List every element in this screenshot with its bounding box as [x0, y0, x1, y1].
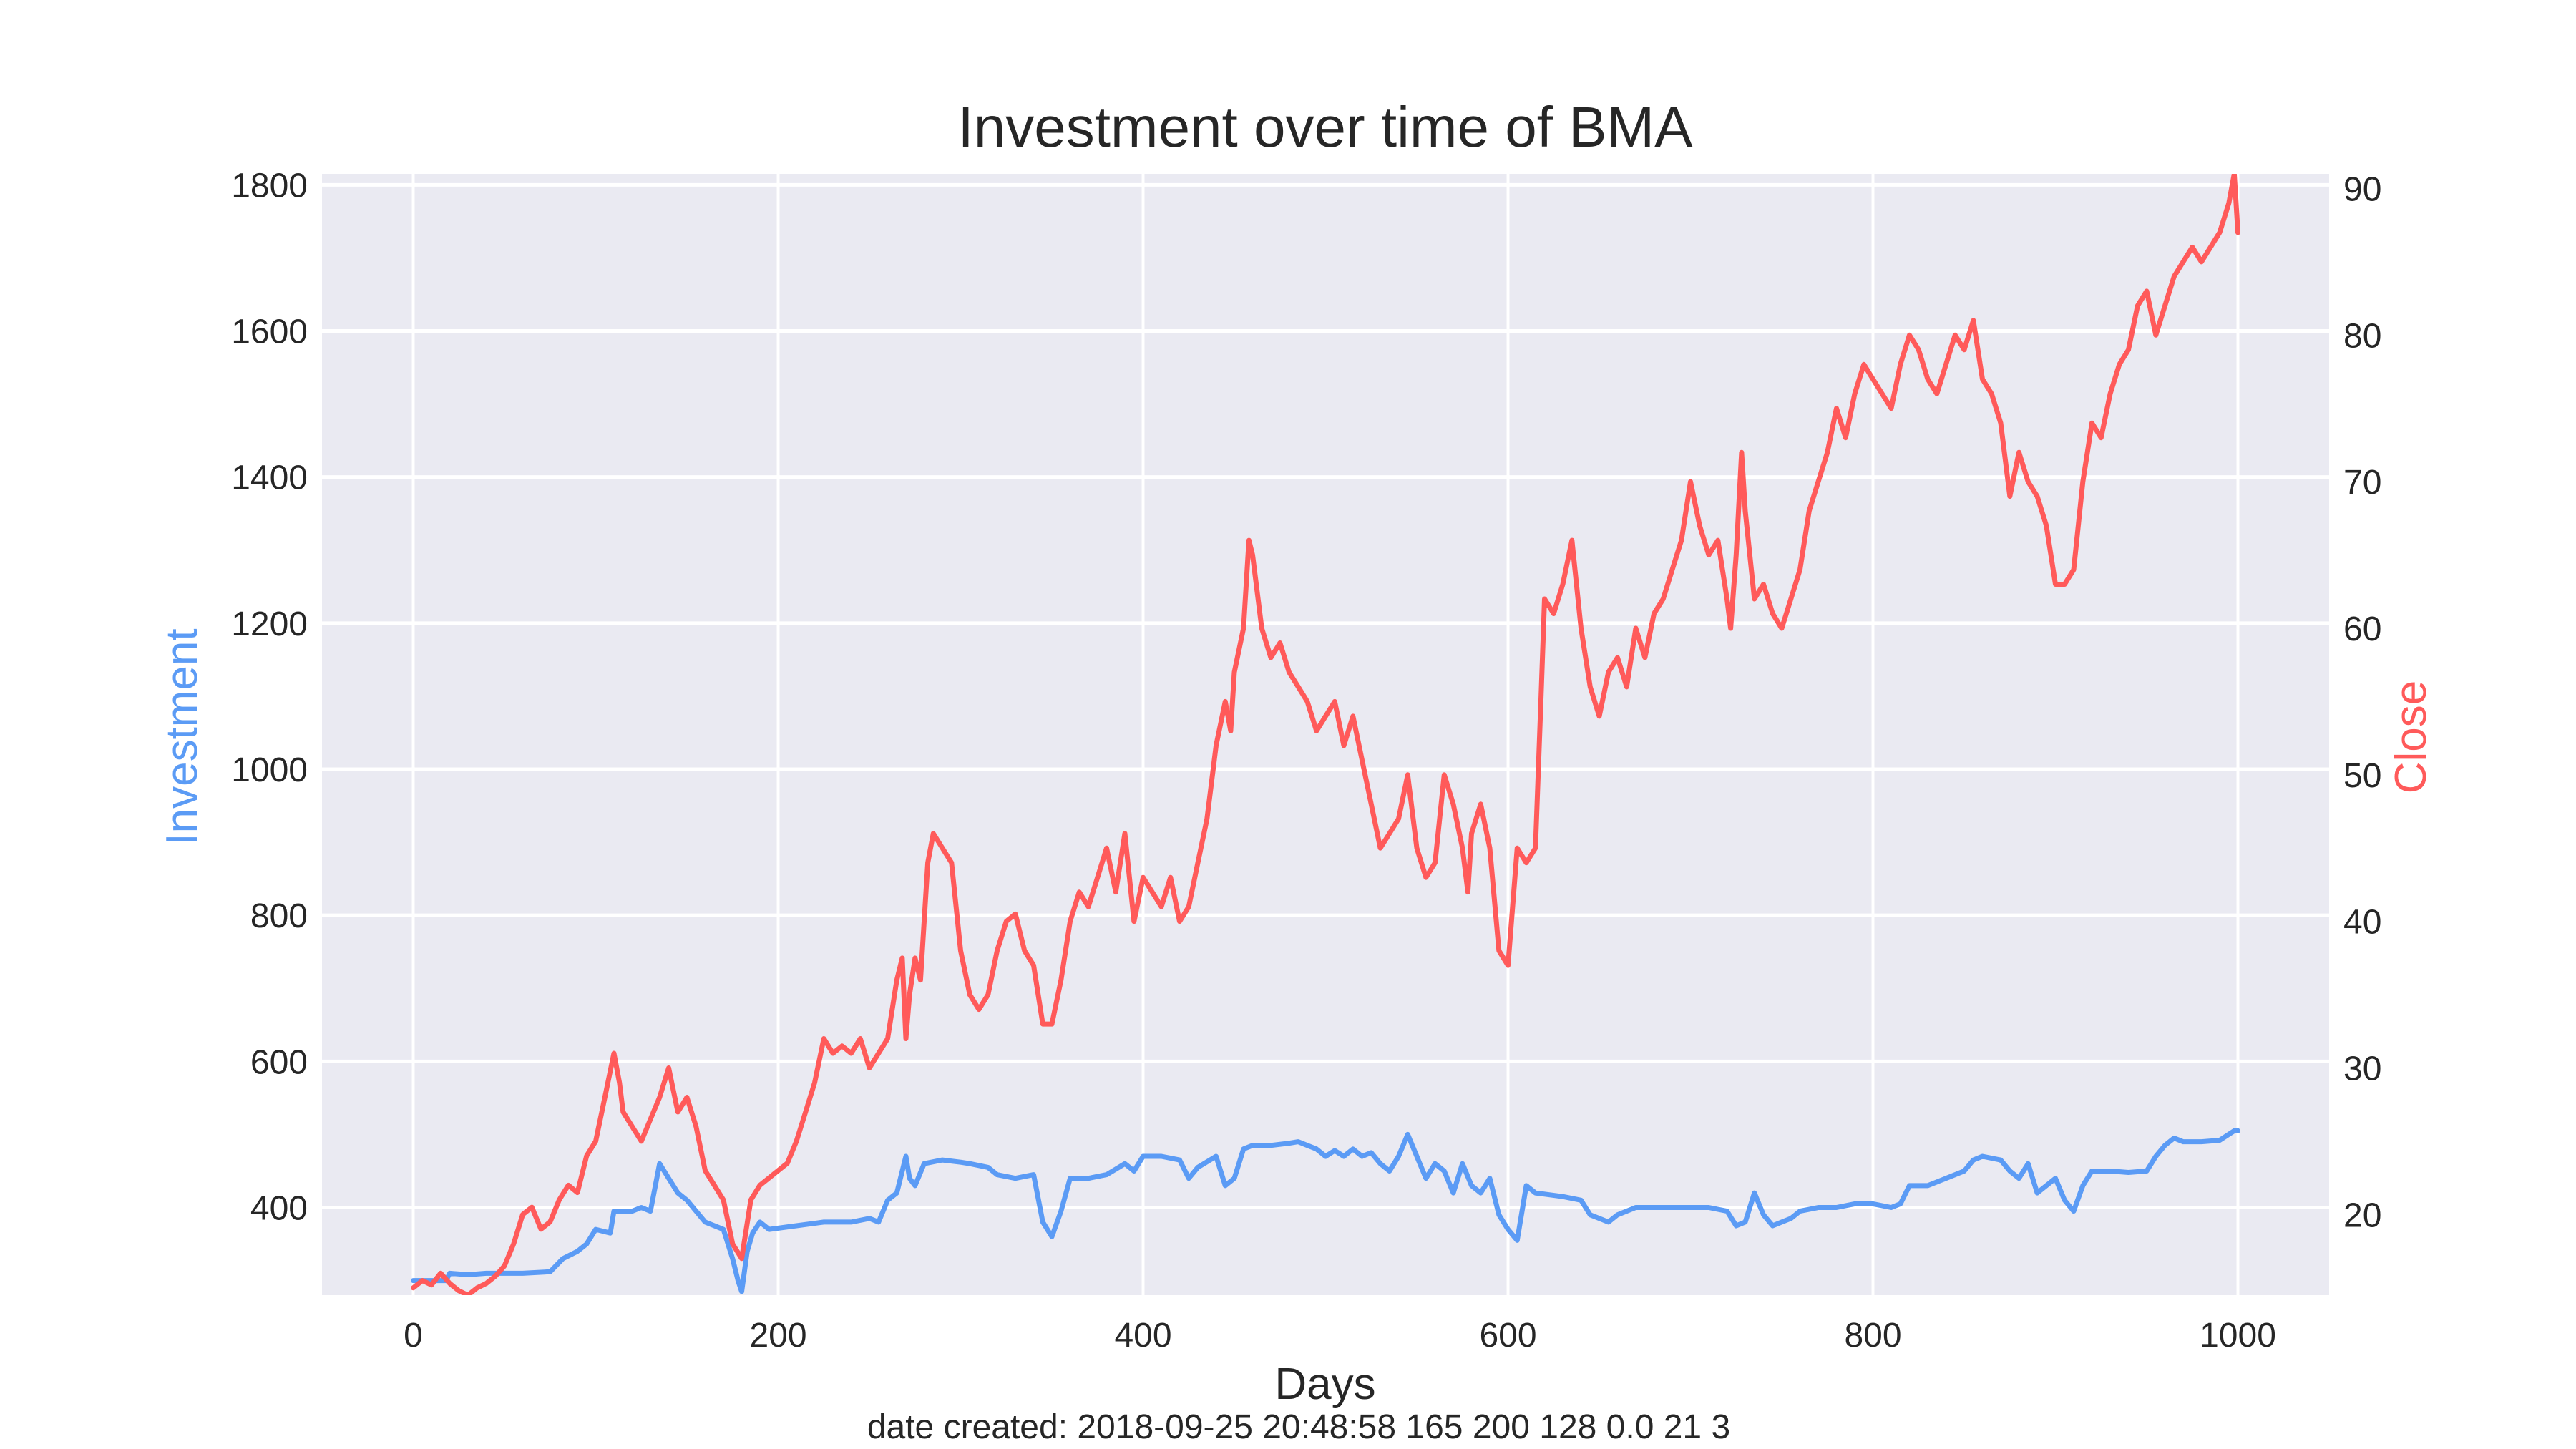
y-right-tick-label: 90: [2343, 170, 2381, 208]
y-left-tick-label: 1400: [231, 459, 308, 497]
x-tick-label: 200: [749, 1317, 806, 1355]
x-tick-label: 600: [1479, 1317, 1536, 1355]
x-tick-label: 800: [1844, 1317, 1901, 1355]
grid-lines: [322, 174, 2329, 1295]
x-tick-label: 0: [404, 1317, 423, 1355]
y-left-tick-label: 1800: [231, 167, 308, 205]
series-layer: [411, 174, 2240, 1295]
y-axis-left-label: Investment: [157, 628, 207, 845]
y-left-tick-label: 800: [250, 897, 308, 935]
axis-ticks: 0 200 400 600 800 1000 400 600 800 1000 1200 1400 16…: [231, 167, 2381, 1355]
series-line-investment: [411, 1128, 2240, 1294]
y-axis-right-label: Close: [2386, 680, 2436, 794]
date-created-footer: date created: 2018-09-25 20:48:58 165 20…: [867, 1408, 1730, 1446]
x-axis-label: Days: [1274, 1360, 1375, 1409]
y-left-tick-label: 600: [250, 1043, 308, 1081]
y-left-tick-label: 1000: [231, 751, 308, 789]
x-tick-label: 1000: [2200, 1317, 2276, 1355]
y-right-tick-label: 20: [2343, 1196, 2381, 1234]
x-tick-label: 400: [1114, 1317, 1171, 1355]
chart-title: Investment over time of BMA: [957, 95, 1693, 159]
y-left-tick-label: 400: [250, 1189, 308, 1227]
y-right-tick-label: 50: [2343, 757, 2381, 795]
y-left-tick-label: 1600: [231, 313, 308, 351]
y-right-tick-label: 30: [2343, 1050, 2381, 1088]
y-right-tick-label: 80: [2343, 317, 2381, 355]
plot-area: [322, 174, 2329, 1295]
y-right-tick-label: 60: [2343, 610, 2381, 648]
y-right-tick-label: 70: [2343, 464, 2381, 502]
series-line-close: [411, 174, 2240, 1295]
y-right-tick-label: 40: [2343, 904, 2381, 942]
y-left-tick-label: 1200: [231, 605, 308, 643]
